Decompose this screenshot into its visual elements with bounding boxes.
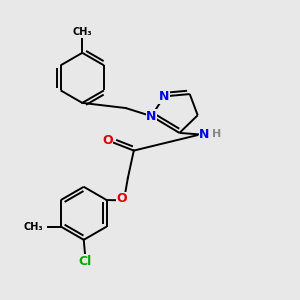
- Text: O: O: [117, 192, 127, 206]
- Text: Cl: Cl: [79, 254, 92, 268]
- Text: CH₃: CH₃: [73, 27, 92, 37]
- Text: N: N: [199, 128, 210, 141]
- Text: N: N: [146, 110, 157, 123]
- Text: H: H: [212, 129, 221, 139]
- Text: N: N: [159, 90, 169, 103]
- Text: O: O: [102, 134, 112, 147]
- Text: CH₃: CH₃: [23, 222, 43, 232]
